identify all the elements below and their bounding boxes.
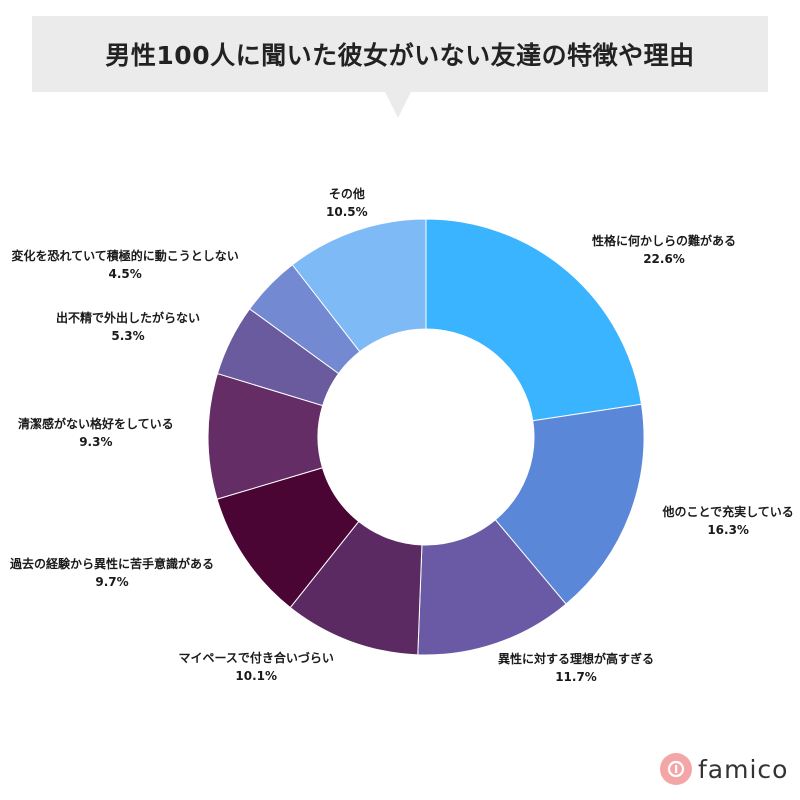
brand-logo: famico bbox=[660, 752, 788, 786]
slice-label-1: 性格に何かしらの難がある 22.6% bbox=[592, 232, 736, 268]
slice-category-label: 異性に対する理想が高すぎる bbox=[498, 652, 655, 666]
slice-value-label: 16.3% bbox=[707, 523, 749, 537]
slice-category-label: マイペースで付き合いづらい bbox=[178, 651, 334, 665]
slice-value-label: 4.5% bbox=[108, 267, 142, 281]
slice-value-label: 10.5% bbox=[326, 205, 368, 219]
slice-value-label: 22.6% bbox=[643, 252, 685, 266]
title-pointer bbox=[385, 92, 411, 118]
donut-slice-2 bbox=[494, 403, 645, 605]
slice-value-label: 10.1% bbox=[235, 669, 278, 683]
slice-value-label: 11.7% bbox=[555, 670, 597, 684]
slice-label-4: マイペースで付き合いづらい 10.1% bbox=[179, 649, 334, 685]
slice-category-label: 出不精で外出したがらない bbox=[56, 311, 201, 325]
slice-label-5: 過去の経験から異性に苦手意識がある 9.7% bbox=[10, 555, 214, 591]
brand-name: famico bbox=[698, 754, 789, 784]
slice-label-8: 変化を恐れていて積極的に動こうとしない 4.5% bbox=[12, 247, 239, 283]
famico-logo-icon bbox=[660, 753, 692, 785]
slice-value-label: 5.3% bbox=[111, 329, 145, 343]
slice-label-6: 清潔感がない格好をしている 9.3% bbox=[18, 415, 174, 451]
donut-slice-1 bbox=[425, 218, 643, 422]
title-banner: 男性100人に聞いた彼女がいない友達の特徴や理由 bbox=[32, 16, 768, 92]
slice-value-label: 9.7% bbox=[95, 575, 129, 589]
slice-label-7: 出不精で外出したがらない 5.3% bbox=[56, 309, 200, 345]
slice-category-label: 他のことで充実している bbox=[662, 505, 794, 519]
chart-title: 男性100人に聞いた彼女がいない友達の特徴や理由 bbox=[105, 41, 695, 70]
slice-label-9: その他 10.5% bbox=[326, 185, 368, 221]
slice-category-label: 清潔感がない格好をしている bbox=[18, 417, 174, 431]
donut-slice-9 bbox=[291, 218, 427, 353]
slice-label-2: 他のことで充実している 16.3% bbox=[663, 503, 794, 539]
slice-value-label: 9.3% bbox=[79, 435, 113, 449]
slice-category-label: 性格に何かしらの難がある bbox=[592, 234, 737, 248]
slice-category-label: 過去の経験から異性に苦手意識がある bbox=[10, 557, 215, 571]
slice-category-label: 変化を恐れていて積極的に動こうとしない bbox=[11, 249, 239, 263]
slice-category-label: その他 bbox=[328, 187, 365, 201]
slice-label-3: 異性に対する理想が高すぎる 11.7% bbox=[498, 650, 654, 686]
